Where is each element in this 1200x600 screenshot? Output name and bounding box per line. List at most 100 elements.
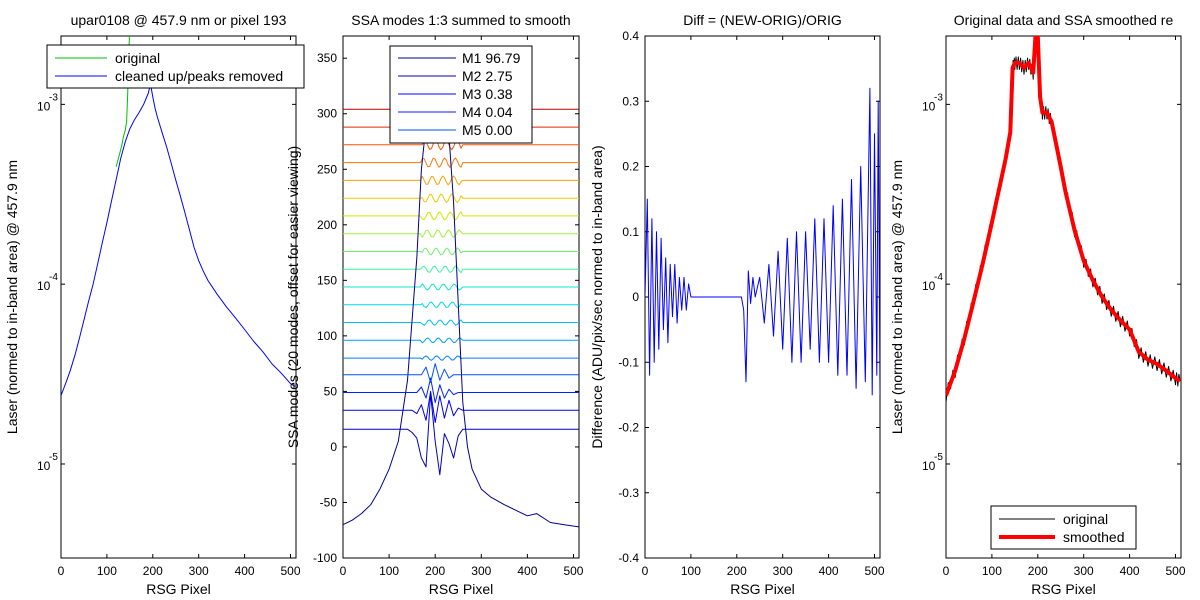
x-tick-label: 300 xyxy=(471,564,491,578)
y-tick-label: 50 xyxy=(324,384,338,398)
x-tick-label: 200 xyxy=(727,564,747,578)
y-tick-label: 0.2 xyxy=(622,160,639,174)
y-tick-label: 300 xyxy=(317,107,337,121)
y-tick-label: -100 xyxy=(313,551,337,565)
legend-label: M4 0.04 xyxy=(462,104,513,120)
x-tick-label: 200 xyxy=(1028,564,1048,578)
y-tick-label: 100 xyxy=(317,329,337,343)
ssa-mode-line xyxy=(343,337,579,344)
series-line xyxy=(645,87,880,396)
x-axis-label: RSG Pixel xyxy=(1031,581,1096,597)
series-line xyxy=(343,393,579,476)
x-axis-label: RSG Pixel xyxy=(429,581,494,597)
x-tick-label: 200 xyxy=(425,564,445,578)
legend: original cleaned up/peaks removed xyxy=(46,44,305,89)
y-tick-label: -50 xyxy=(320,495,338,509)
y-tick-label: 10 xyxy=(922,279,936,293)
y-tick-label: 150 xyxy=(317,273,337,287)
y-tick-label: 10 xyxy=(922,99,936,113)
x-tick-label: 300 xyxy=(189,564,209,578)
y-tick-label: 0 xyxy=(632,290,639,304)
x-tick-label: 500 xyxy=(280,564,300,578)
chart-panel-2: SSA modes 1:3 summed to smooth RSG Pixel S… xyxy=(285,12,584,597)
ssa-mode-line xyxy=(343,157,579,168)
y-tick-exponent: -3 xyxy=(934,92,943,103)
chart-title: Diff = (NEW-ORIG)/ORIG xyxy=(683,12,842,28)
x-tick-label: 500 xyxy=(864,564,884,578)
y-tick-label: 0 xyxy=(330,440,337,454)
ssa-mode-line xyxy=(343,193,579,203)
data-layer xyxy=(343,103,579,528)
ssa-mode-line xyxy=(343,229,579,238)
legend-label: original xyxy=(1063,511,1108,527)
x-tick-label: 400 xyxy=(517,564,537,578)
x-tick-label: 400 xyxy=(819,564,839,578)
y-tick-label: 200 xyxy=(317,218,337,232)
chart-title: upar0108 @ 457.9 nm or pixel 193 xyxy=(71,12,287,28)
y-tick-label: -0.2 xyxy=(618,421,639,435)
ssa-mode-line xyxy=(343,175,579,186)
x-tick-label: 500 xyxy=(563,564,583,578)
y-tick-exponent: -3 xyxy=(49,92,58,103)
y-tick-label: 0.3 xyxy=(622,94,639,108)
series-line xyxy=(343,390,579,423)
y-tick-label: 10 xyxy=(37,99,51,113)
x-tick-label: 100 xyxy=(379,564,399,578)
y-tick-exponent: -4 xyxy=(49,272,58,283)
plot-area xyxy=(644,35,881,559)
data-layer xyxy=(645,87,880,396)
legend-box xyxy=(46,44,305,89)
ssa-mode-line xyxy=(343,319,579,326)
legend-label: M2 2.75 xyxy=(462,68,513,84)
series-line xyxy=(343,363,579,383)
y-tick-label: -0.3 xyxy=(618,486,639,500)
y-tick-label: 10 xyxy=(37,459,51,473)
x-tick-label: 100 xyxy=(982,564,1002,578)
plot-area xyxy=(60,35,297,559)
series-line xyxy=(343,377,579,403)
series-line xyxy=(61,83,296,396)
plot-area xyxy=(945,35,1182,559)
x-tick-label: 200 xyxy=(143,564,163,578)
x-tick-label: 300 xyxy=(773,564,793,578)
chart-panel-4: Original data and SSA smoothed re RSG Pix… xyxy=(889,12,1186,597)
y-tick-label: -0.4 xyxy=(618,551,639,565)
y-tick-exponent: -5 xyxy=(934,452,943,463)
y-tick-exponent: -5 xyxy=(49,452,58,463)
y-tick-label: -0.1 xyxy=(618,355,639,369)
y-axis-label: Laser (normed to in-band area) @ 457.9 n… xyxy=(4,160,20,434)
ssa-mode-line xyxy=(343,265,579,274)
x-tick-label: 400 xyxy=(1120,564,1140,578)
y-axis-label: SSA modes (20 modes, offset for easier v… xyxy=(285,146,301,448)
x-tick-label: 0 xyxy=(642,564,649,578)
legend: M1 96.79 M2 2.75 M3 0.38 M4 0.04 M5 0.00 xyxy=(389,45,533,144)
ssa-mode-line xyxy=(343,211,579,221)
ssa-mode-line xyxy=(343,283,579,291)
y-axis-label: Difference (ADU/pix/sec normed to in-ban… xyxy=(589,145,605,448)
y-tick-label: 10 xyxy=(922,459,936,473)
plot-area xyxy=(342,35,580,559)
y-tick-label: 250 xyxy=(317,162,337,176)
series-line xyxy=(946,36,1181,397)
x-tick-label: 0 xyxy=(943,564,950,578)
y-tick-label: 0.1 xyxy=(622,225,639,239)
data-layer xyxy=(946,36,1181,403)
legend-label: M1 96.79 xyxy=(462,50,521,66)
x-axis-label: RSG Pixel xyxy=(146,581,211,597)
x-tick-label: 500 xyxy=(1165,564,1185,578)
ssa-mode-line xyxy=(343,247,579,256)
x-tick-label: 100 xyxy=(681,564,701,578)
x-tick-label: 400 xyxy=(235,564,255,578)
chart-title: Original data and SSA smoothed re xyxy=(954,12,1174,28)
ssa-mode-line xyxy=(343,139,579,151)
ssa-mode-line xyxy=(343,301,579,309)
y-axis-label: Laser (normed to in-band area) @ 457.9 n… xyxy=(889,160,905,434)
chart-title: SSA modes 1:3 summed to smooth xyxy=(351,12,570,28)
legend-label: M3 0.38 xyxy=(462,86,513,102)
legend-label: cleaned up/peaks removed xyxy=(115,68,283,84)
x-tick-label: 0 xyxy=(340,564,347,578)
x-tick-label: 100 xyxy=(97,564,117,578)
chart-panel-3: Diff = (NEW-ORIG)/ORIG RSG Pixel Differenc… xyxy=(589,12,885,597)
x-tick-label: 0 xyxy=(58,564,65,578)
x-tick-label: 300 xyxy=(1074,564,1094,578)
